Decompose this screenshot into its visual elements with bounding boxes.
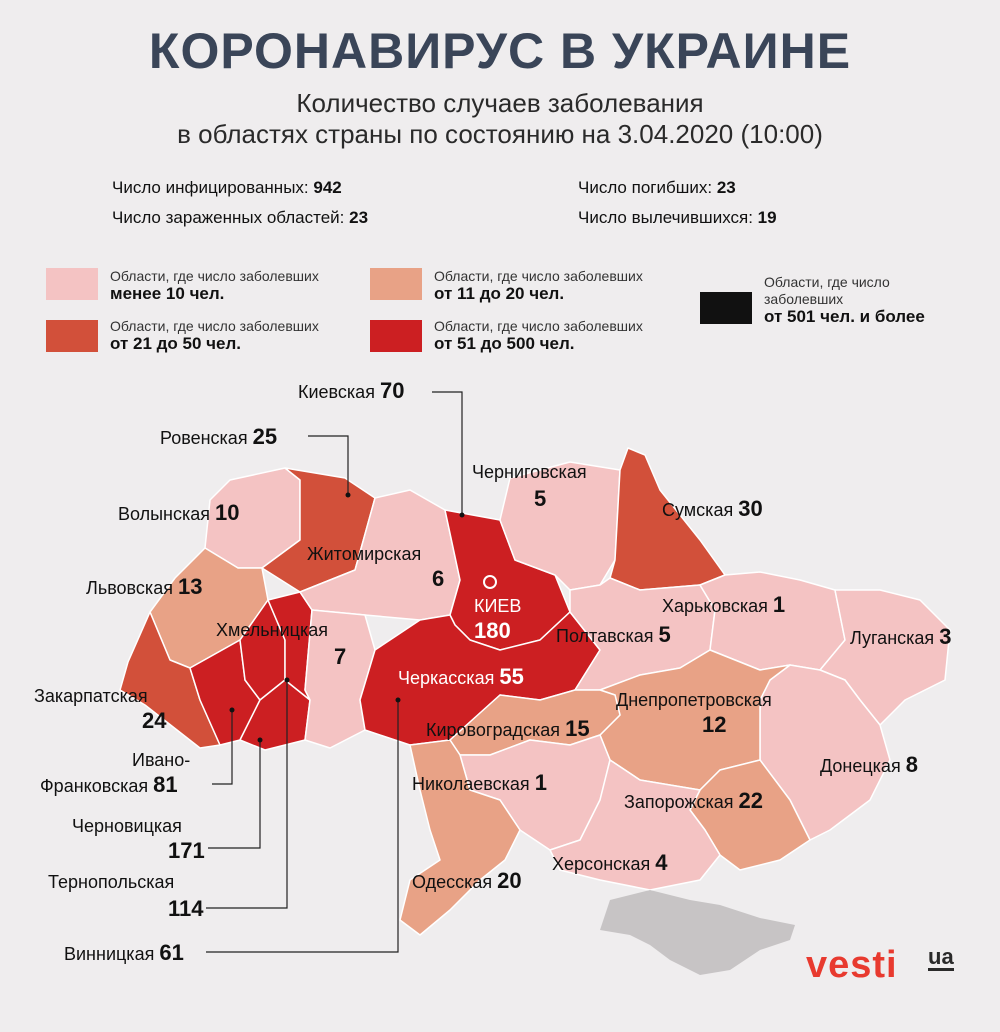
label-chernivetska-name: Черновицкая	[72, 816, 182, 836]
leader-dot-ternopilska	[284, 677, 290, 683]
label-luhanska: Луганская 3	[850, 624, 952, 649]
label-rivnenska: Ровенская 25	[160, 424, 278, 449]
label-dnipropetrovska-value: 12	[702, 712, 727, 737]
subtitle-line-1: Количество случаев заболевания	[296, 88, 704, 118]
vesti-logo: vesti	[806, 944, 898, 986]
stat-regions: Число зараженных областей: 23	[112, 208, 369, 227]
vesti-logo-suffix: ua	[928, 944, 954, 971]
legend-item-over-500: Области, где число заболевших от 501 чел. …	[764, 274, 925, 326]
label-dnipropetrovska-name: Днепропетровская	[616, 690, 772, 710]
label-kyiv-name: КИЕВ	[474, 596, 522, 616]
region-chernihivska	[499, 461, 621, 591]
leader-ivano	[212, 710, 233, 785]
stat-infected: Число инфицированных: 942	[112, 178, 342, 197]
label-sumska: Сумская 30	[662, 496, 763, 521]
legend-swatch-51-500	[370, 320, 422, 352]
leader-dot-vinnytska	[395, 697, 401, 703]
legend-swatch-21-50	[46, 320, 98, 352]
leader-dot-chernivetska	[257, 737, 263, 743]
legend-item-11-20: Области, где число заболевших от 11 до 20…	[434, 268, 643, 303]
legend-item-51-500: Области, где число заболевших от 51 до 50…	[434, 318, 643, 353]
region-odeska	[399, 739, 521, 936]
stat-recovered: Число вылечившихся: 19	[578, 208, 777, 227]
label-kharkivska: Харьковская 1	[662, 592, 786, 617]
region-kyiv-city	[483, 575, 497, 589]
label-lvivska: Львовская 13	[86, 574, 203, 599]
label-chernivetska-value: 171	[168, 838, 205, 863]
label-mykolaivska: Николаевская 1	[412, 770, 547, 795]
region-luhanska	[819, 589, 951, 726]
legend-swatch-11-20	[370, 268, 422, 300]
legend-swatch-under-10	[46, 268, 98, 300]
label-khersonska: Херсонская 4	[552, 850, 668, 875]
leader-vinnytska	[206, 700, 399, 953]
label-chernihivska-value: 5	[534, 486, 547, 511]
leader-kyivska	[432, 391, 463, 515]
leader-dot-kyivska	[459, 512, 465, 518]
leader-chernivetska	[208, 740, 261, 849]
label-zaporizka: Запорожская 22	[624, 788, 764, 813]
label-vinnytska: Винницкая 61	[64, 940, 184, 965]
region-khersonska	[549, 759, 721, 891]
region-vinnytska	[304, 609, 376, 749]
label-ternopilska-name: Тернопольская	[48, 872, 175, 892]
leader-dot-rivnenska	[345, 492, 351, 498]
label-zhytomyrska-value: 6	[432, 566, 445, 591]
page-subtitle: Количество случаев заболевания в областя…	[0, 88, 1000, 150]
stat-deaths: Число погибших: 23	[578, 178, 736, 197]
label-ternopilska-value: 114	[168, 896, 204, 921]
legend-item-under-10: Области, где число заболевших менее 10 че…	[110, 268, 319, 303]
crimea-shape	[600, 890, 795, 975]
label-zakarpatska-value: 24	[142, 708, 167, 733]
label-volynska: Волынская 10	[118, 500, 240, 525]
label-khmelnytska-value: 7	[334, 644, 347, 669]
region-zakarpatska	[119, 611, 221, 749]
label-kyiv-value: 180	[474, 618, 511, 643]
label-cherkaska: Черкасская 55	[398, 664, 524, 689]
label-donetska: Донецкая 8	[820, 752, 918, 777]
label-khmelnytska-name: Хмельницкая	[216, 620, 329, 640]
leader-rivnenska	[308, 435, 349, 495]
label-odeska: Одесская 20	[412, 868, 522, 893]
leader-dot-ivano	[229, 707, 235, 713]
label-kyivska: Киевская 70	[298, 378, 405, 403]
label-zhytomyrska-name: Житомирская	[307, 544, 422, 564]
label-poltavska: Полтавская 5	[556, 622, 671, 647]
legend-swatch-over-500	[700, 292, 752, 324]
page-title: КОРОНАВИРУС В УКРАИНЕ	[148, 23, 852, 79]
label-ivano: Франковская 81	[40, 772, 178, 797]
label-chernihivska-name: Черниговская	[472, 462, 587, 482]
label-ivano-name1: Ивано-	[132, 750, 191, 770]
label-zakarpatska-name: Закарпатская	[34, 686, 148, 706]
legend-item-21-50: Области, где число заболевших от 21 до 50…	[110, 318, 319, 353]
subtitle-line-2: в областях страны по состоянию на 3.04.2…	[177, 119, 823, 149]
leader-ternopilska	[206, 680, 288, 909]
label-kirovohradska: Кировоградская 15	[426, 716, 590, 741]
